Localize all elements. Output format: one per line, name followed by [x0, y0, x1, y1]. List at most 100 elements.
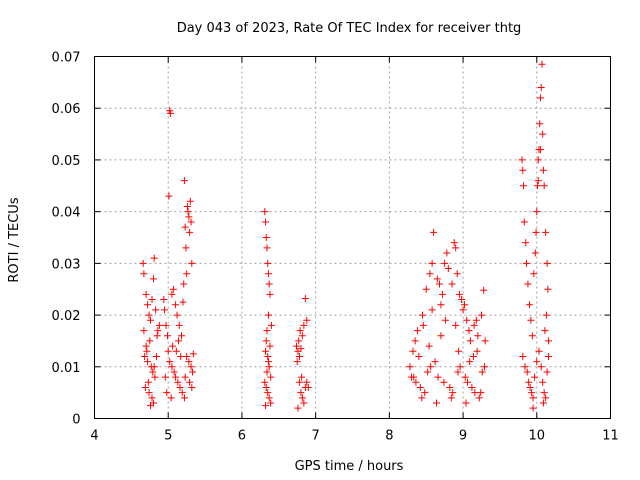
data-point: [531, 373, 539, 381]
data-point: [168, 363, 176, 371]
axis-ticks: [94, 56, 611, 419]
data-point: [424, 368, 432, 376]
data-point: [526, 383, 534, 391]
data-point: [533, 358, 541, 366]
data-point: [528, 389, 536, 397]
data-point: [173, 311, 181, 319]
data-point: [410, 373, 418, 381]
data-point: [183, 202, 191, 210]
y-tick-label: 0.03: [52, 257, 81, 272]
data-point: [519, 166, 527, 174]
data-point: [176, 383, 184, 391]
y-tick-label: 0: [72, 413, 80, 428]
data-point: [187, 363, 195, 371]
data-point: [295, 352, 303, 360]
data-point: [458, 296, 466, 304]
data-point: [150, 363, 158, 371]
data-point: [544, 285, 552, 293]
data-point: [452, 244, 460, 252]
data-point: [473, 347, 481, 355]
data-point: [160, 296, 168, 304]
data-point: [536, 94, 544, 102]
data-point: [413, 327, 421, 335]
data-point: [527, 316, 535, 324]
data-point: [531, 249, 539, 257]
data-point: [454, 368, 462, 376]
data-point: [520, 182, 528, 190]
data-point: [453, 270, 461, 278]
x-tick-label: 7: [312, 429, 320, 444]
data-point: [177, 352, 185, 360]
data-point: [188, 259, 196, 267]
data-point: [545, 337, 553, 345]
data-point: [146, 337, 154, 345]
data-point: [428, 306, 436, 314]
data-point: [154, 327, 162, 335]
data-point: [148, 296, 156, 304]
data-point: [264, 311, 272, 319]
data-point: [186, 197, 194, 205]
data-point: [450, 239, 458, 247]
data-point: [524, 280, 532, 288]
data-point: [145, 389, 153, 397]
data-point: [262, 234, 270, 241]
data-point: [149, 275, 157, 283]
data-point: [441, 316, 449, 324]
data-point: [145, 311, 153, 319]
data-point: [426, 270, 434, 278]
data-point: [446, 383, 454, 391]
data-point: [295, 378, 303, 386]
data-point: [521, 363, 529, 371]
x-tick-label: 9: [459, 429, 467, 444]
data-point: [466, 358, 474, 366]
data-point: [264, 259, 272, 267]
y-tick-label: 0.01: [52, 361, 81, 376]
y-tick-label: 0.07: [52, 51, 81, 66]
x-tick-label: 5: [164, 429, 172, 444]
x-tick-labels: 4 5 6 7 8 9 10 11: [90, 429, 618, 444]
data-point: [538, 60, 546, 68]
data-point: [449, 389, 457, 397]
data-point: [522, 239, 530, 247]
data-point: [418, 394, 426, 402]
data-point: [532, 228, 540, 236]
data-point: [533, 208, 541, 216]
data-point: [185, 358, 193, 366]
x-tick-label: 4: [90, 429, 98, 444]
data-point: [181, 223, 189, 231]
data-point: [264, 358, 272, 366]
data-point: [438, 290, 446, 298]
data-point: [428, 259, 436, 267]
data-point: [461, 373, 469, 381]
data-point: [174, 378, 182, 386]
data-point: [529, 394, 537, 402]
data-point: [534, 182, 542, 190]
data-point: [155, 321, 163, 329]
data-point: [177, 332, 185, 340]
data-point: [262, 402, 270, 410]
data-point: [180, 394, 188, 402]
data-point: [186, 378, 194, 386]
data-point: [265, 363, 273, 371]
data-points: [139, 60, 553, 412]
plot-frame: [94, 56, 611, 419]
data-point: [172, 301, 180, 309]
data-point: [415, 352, 423, 360]
data-point: [164, 347, 172, 355]
data-point: [525, 301, 533, 309]
data-point: [166, 109, 174, 117]
data-point: [535, 347, 543, 355]
data-point: [534, 156, 542, 164]
data-point: [297, 389, 305, 397]
data-point: [161, 306, 169, 314]
data-point: [163, 389, 171, 397]
data-point: [152, 352, 160, 360]
data-point: [293, 358, 301, 366]
data-point: [266, 290, 274, 298]
data-point: [142, 290, 150, 298]
data-point: [189, 368, 197, 376]
data-point: [169, 342, 177, 350]
data-point: [166, 358, 174, 366]
y-tick-label: 0.02: [52, 309, 81, 324]
data-point: [183, 270, 191, 278]
